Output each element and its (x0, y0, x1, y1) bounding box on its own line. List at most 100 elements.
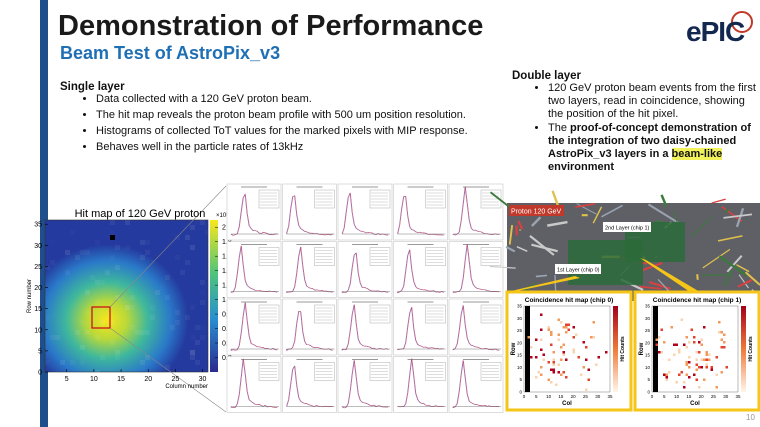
heatmap-noise (80, 360, 85, 365)
map-cell (550, 331, 553, 334)
x-tick-label: 5 (65, 376, 69, 383)
map-cell (693, 336, 696, 339)
text: The (548, 122, 570, 134)
map-cell (598, 356, 601, 359)
map-cell (726, 366, 729, 369)
dead-column (653, 306, 658, 392)
heatmap-noise (105, 355, 110, 360)
heatmap-noise (125, 285, 130, 290)
map-cell (718, 321, 721, 324)
map-cell (663, 374, 666, 377)
map-cell (568, 324, 571, 327)
heatmap (45, 220, 208, 372)
y-tick-label: 15 (517, 353, 523, 358)
heatmap-noise (85, 250, 90, 255)
heatmap-noise (100, 320, 105, 325)
heatmap-noise (200, 290, 205, 295)
map-cell (553, 371, 556, 374)
map-cell (528, 336, 531, 339)
map-cell (683, 344, 686, 347)
map-cell (558, 364, 561, 367)
heatmap-noise (160, 325, 165, 330)
map-cell (588, 379, 591, 382)
photo-wire (536, 275, 547, 276)
heatmap-noise (95, 240, 100, 245)
map-cell (565, 326, 568, 329)
y-tick-label: 30 (517, 316, 523, 321)
heatmap-noise (85, 290, 90, 295)
map-cell (686, 336, 689, 339)
heatmap-noise (145, 355, 150, 360)
map-cell (563, 351, 566, 354)
map-cell (676, 381, 679, 384)
map-cell (721, 371, 724, 374)
colorbar (741, 306, 746, 392)
layer-label: 1st Layer (chip 0) (557, 268, 600, 274)
heatmap-noise (130, 325, 135, 330)
y-tick-label: 20 (517, 340, 523, 345)
map-cell (703, 326, 706, 329)
heatmap-noise (45, 255, 50, 260)
map-cell (691, 329, 694, 332)
map-cell (573, 336, 576, 339)
heatmap-noise (110, 255, 115, 260)
map-cell (563, 371, 566, 374)
map-cell (686, 361, 689, 364)
heatmap-noise (115, 280, 120, 285)
map-cell (706, 354, 709, 357)
map-cell (721, 339, 724, 342)
heatmap-noise (45, 315, 50, 320)
heatmap-noise (165, 295, 170, 300)
histogram-panel (338, 357, 392, 413)
heatmap-noise (195, 325, 200, 330)
x-tick-label: 25 (172, 376, 180, 383)
map-cell (553, 369, 556, 372)
y-tick-label: 10 (645, 365, 651, 370)
heading: Double layer (512, 70, 760, 82)
map-cell (666, 376, 669, 379)
x-tick-label: 15 (558, 394, 564, 399)
map-cell (693, 374, 696, 377)
map-cell (560, 346, 563, 349)
histogram-panel (227, 357, 281, 413)
heatmap-noise (190, 355, 195, 360)
dead-column (525, 306, 530, 392)
map-cell (716, 386, 719, 389)
heatmap-noise (170, 325, 175, 330)
x-tick-label: 15 (686, 394, 692, 399)
hit-map-title: Hit map of 120 GeV proton (75, 208, 206, 220)
photo-wire (697, 274, 698, 280)
heatmap-noise (145, 250, 150, 255)
map-cell (668, 371, 671, 374)
heatmap-noise (110, 280, 115, 285)
heatmap-noise (75, 320, 80, 325)
x-tick-label: 20 (699, 394, 705, 399)
layer-label: 2nd Layer (chip 1) (605, 226, 649, 232)
map-cell (558, 339, 561, 342)
map-area (652, 306, 738, 392)
map-cell (565, 359, 568, 362)
map-cell (585, 346, 588, 349)
map-cell (716, 356, 719, 359)
x-tick-label: 30 (199, 376, 207, 383)
map-cell (583, 366, 586, 369)
dead-pixel (110, 235, 115, 240)
page-number: 10 (746, 413, 755, 422)
photo-wire (712, 199, 726, 203)
colorbar (613, 306, 618, 392)
bullet-list: 120 GeV proton beam events from the firs… (512, 82, 760, 174)
map-cell (560, 374, 563, 377)
map-cell (673, 354, 676, 357)
heatmap-noise (140, 360, 145, 365)
y-tick-label: 15 (34, 306, 42, 313)
heatmap-noise (175, 310, 180, 315)
histogram-panel (227, 299, 281, 355)
map-cell (560, 359, 563, 362)
x-tick-label: 20 (144, 376, 152, 383)
map-cell (555, 384, 558, 387)
map-cell (723, 334, 726, 337)
map-cell (585, 389, 588, 392)
heatmap-noise (80, 355, 85, 360)
map-cell (696, 364, 699, 367)
map-cell (701, 359, 704, 362)
